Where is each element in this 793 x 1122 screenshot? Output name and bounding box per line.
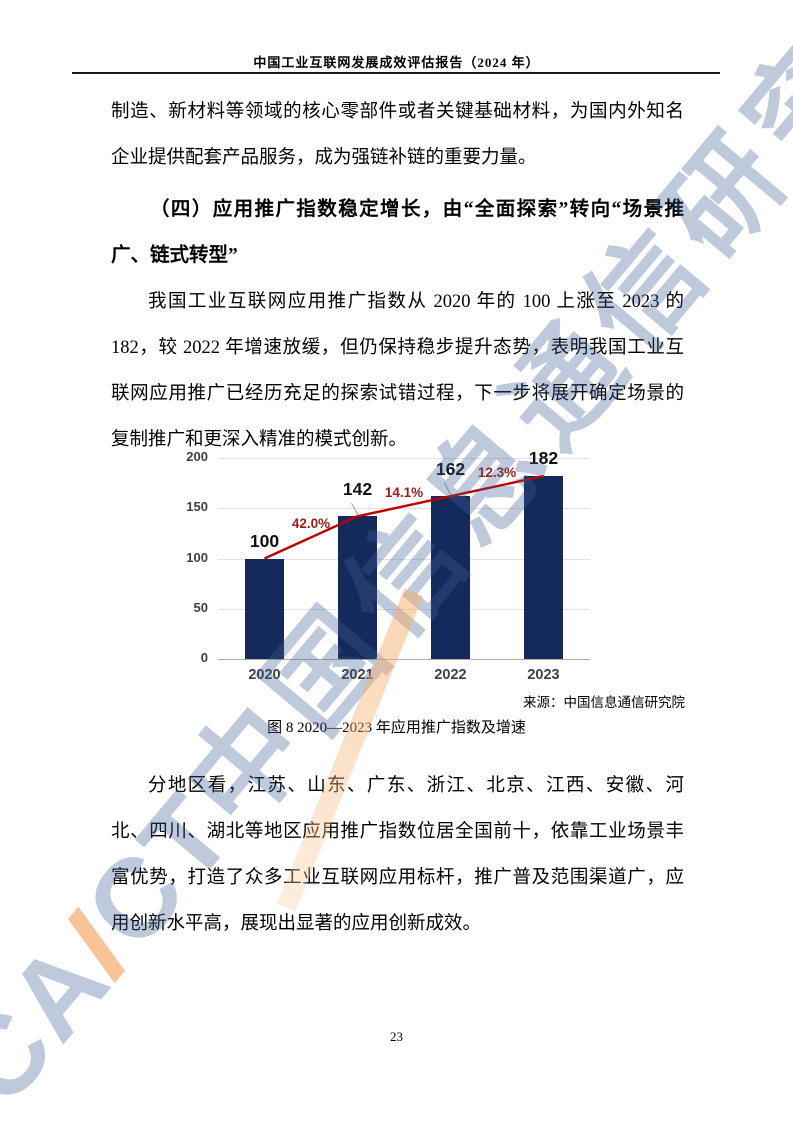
- growth-rate-label: 14.1%: [384, 485, 424, 501]
- growth-rate-label: 42.0%: [291, 516, 331, 532]
- growth-line: [264, 474, 544, 560]
- text-block: 制造、新材料等领域的核心零部件或者关键基础材料，为国内外知名企业提供配套产品服务…: [111, 89, 684, 463]
- gridline: [218, 458, 590, 459]
- gridline: [218, 558, 590, 560]
- y-axis-label: 100: [186, 549, 208, 565]
- header-title: 中国工业互联网发展成效评估报告（2024 年）: [253, 55, 540, 70]
- bar-2022: [431, 496, 470, 659]
- watermark-latin-left: CA: [0, 916, 135, 1122]
- bar-value-label: 100: [249, 530, 280, 551]
- section-heading: （四）应用推广指数稳定增长，由“全面探索”转向“场景推广、链式转型”: [111, 199, 684, 266]
- bar-value-label: 162: [435, 459, 466, 480]
- text-block-2: 分地区看，江苏、山东、广东、浙江、北京、江西、安徽、河北、四川、湖北等地区应用推…: [111, 763, 684, 947]
- bar-chart: 0 50 100 150 200 100 2020 142 2021 162 2022 182 2023…: [180, 447, 650, 684]
- y-axis-label: 0: [200, 650, 208, 665]
- header-rule: [72, 72, 720, 74]
- paragraph-1: 制造、新材料等领域的核心零部件或者关键基础材料，为国内外知名企业提供配套产品服务…: [111, 102, 684, 168]
- x-axis-label: 2022: [434, 667, 467, 683]
- bar-value-label: 182: [528, 448, 559, 469]
- figure-caption: 图 8 2020—2023 年应用推广指数及增速: [267, 720, 526, 736]
- page-number: 23: [390, 1029, 403, 1044]
- gridline: [218, 508, 590, 510]
- growth-rate-label: 12.3%: [477, 465, 517, 481]
- paragraph-3: 分地区看，江苏、山东、广东、浙江、北京、江西、安徽、河北、四川、湖北等地区应用推…: [111, 776, 684, 934]
- y-axis-label: 150: [186, 499, 208, 515]
- chart-source-note: 来源：中国信息通信研究院: [523, 695, 685, 710]
- bar-2023: [524, 476, 563, 659]
- x-axis-label: 2020: [248, 667, 281, 683]
- gridline: [218, 659, 590, 660]
- paragraph-2: 我国工业互联网应用推广指数从 2020 年的 100 上涨至 2023 的 18…: [111, 292, 684, 450]
- y-axis-label: 200: [186, 449, 208, 464]
- x-axis-label: 2021: [341, 667, 374, 683]
- y-axis-label: 50: [193, 599, 208, 615]
- bar-value-label: 142: [342, 479, 373, 500]
- x-axis-label: 2023: [527, 667, 560, 683]
